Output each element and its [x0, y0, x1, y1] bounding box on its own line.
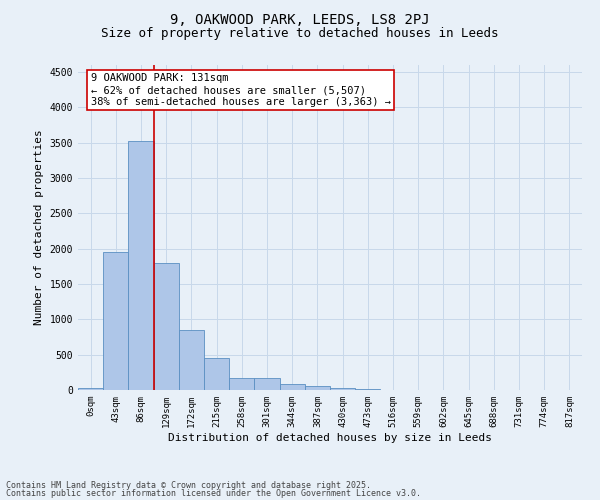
Bar [355, 388, 380, 390]
Bar [330, 388, 355, 390]
X-axis label: Distribution of detached houses by size in Leeds: Distribution of detached houses by size … [168, 432, 492, 442]
Bar [229, 378, 254, 390]
Bar [78, 388, 103, 390]
Text: 9 OAKWOOD PARK: 131sqm
← 62% of detached houses are smaller (5,507)
38% of semi-: 9 OAKWOOD PARK: 131sqm ← 62% of detached… [91, 74, 391, 106]
Bar [305, 386, 330, 390]
Bar [103, 252, 128, 390]
Y-axis label: Number of detached properties: Number of detached properties [34, 130, 44, 326]
Bar [128, 142, 154, 390]
Bar [254, 378, 280, 390]
Bar [179, 330, 204, 390]
Text: Size of property relative to detached houses in Leeds: Size of property relative to detached ho… [101, 28, 499, 40]
Bar [280, 384, 305, 390]
Text: Contains public sector information licensed under the Open Government Licence v3: Contains public sector information licen… [6, 488, 421, 498]
Bar [204, 358, 229, 390]
Bar [154, 263, 179, 390]
Text: Contains HM Land Registry data © Crown copyright and database right 2025.: Contains HM Land Registry data © Crown c… [6, 481, 371, 490]
Text: 9, OAKWOOD PARK, LEEDS, LS8 2PJ: 9, OAKWOOD PARK, LEEDS, LS8 2PJ [170, 12, 430, 26]
